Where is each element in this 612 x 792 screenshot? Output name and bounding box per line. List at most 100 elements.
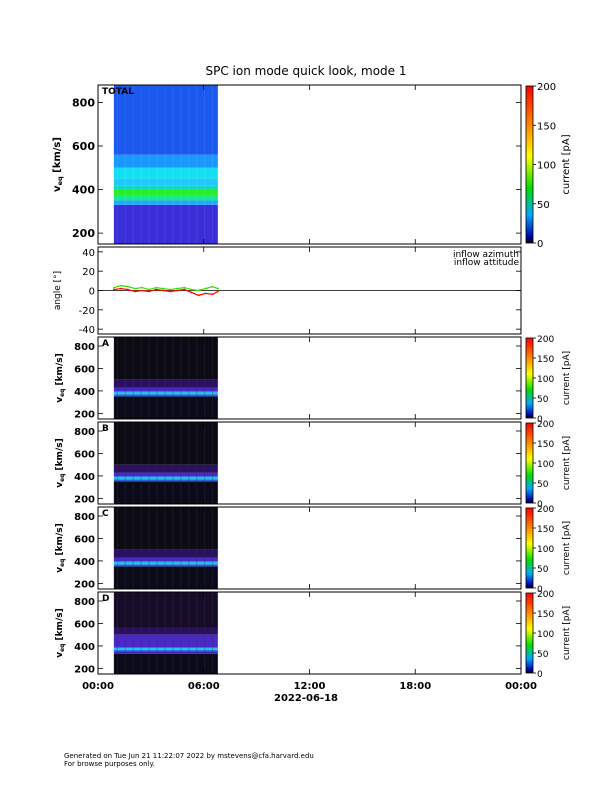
y-tick-label: 800 [74, 342, 95, 353]
series-point [162, 287, 165, 290]
heatmap-band [113, 564, 218, 567]
panel-label: C [102, 509, 109, 519]
colorbar-tick-label: 150 [537, 355, 554, 365]
heatmap-band [113, 422, 218, 465]
heatmap-band [113, 396, 218, 419]
legend-entry: inflow attitude [454, 258, 520, 268]
y-axis-label: veq [km/s] [55, 608, 66, 657]
footer: Generated on Tue Jun 21 11:22:07 2022 by… [64, 752, 314, 768]
y-label-group: veq [km/s] [52, 137, 64, 192]
heatmap-band [113, 154, 218, 168]
y-tick-label: -40 [79, 325, 95, 336]
series-point [155, 286, 158, 289]
heatmap-band [113, 507, 218, 550]
series-point [134, 290, 136, 293]
y-tick-label: 600 [74, 534, 95, 545]
series-point [204, 287, 207, 290]
series-point [141, 289, 143, 292]
panel-a: 200 400 600 800 A 0 50 100 150 200 current [pA] [74, 335, 572, 425]
series-point [169, 290, 172, 293]
heatmap-band [113, 549, 218, 558]
colorbar-tick-label: 100 [537, 375, 554, 385]
y-label-group: angle [°] [53, 271, 63, 310]
heatmap-band [113, 479, 218, 482]
footer-generated-line: Generated on Tue Jun 21 11:22:07 2022 by… [64, 752, 314, 760]
heatmap-band [113, 557, 218, 562]
y-tick-label: 800 [74, 597, 95, 608]
heatmap-band [113, 627, 218, 635]
heatmap-band [113, 653, 218, 674]
colorbar-tick-label: 50 [537, 650, 549, 660]
legend-entry: inflow azimuth [453, 250, 519, 260]
panel-c: 200 400 600 800 C 0 50 100 150 200 current [pA] [74, 505, 572, 595]
panel-total: 200 400 600 800 TOTAL 0 50 100 150 200 current [pA… [72, 82, 572, 250]
y-tick-label: -20 [79, 306, 95, 317]
y-tick-label: 800 [72, 96, 95, 109]
heatmap-band [113, 189, 218, 195]
series-point [197, 294, 200, 297]
y-axis-label: veq [km/s] [52, 137, 64, 192]
panel-d: 200 400 600 800 D 0 50 100 150 200 current [pA] [74, 590, 572, 680]
colorbar-tick-label: 0 [537, 585, 543, 595]
y-label-group: veq [km/s] [55, 353, 66, 402]
colorbar-label: current [pA] [562, 521, 572, 575]
heatmap-band [113, 337, 218, 380]
colorbar: 0 50 100 150 200 current [pA] [525, 335, 572, 425]
colorbar-tick-label: 150 [537, 525, 554, 535]
heatmap-band [113, 379, 218, 388]
heatmap-band [113, 566, 218, 589]
heatmap-band [113, 391, 218, 395]
y-tick-label: 400 [74, 387, 95, 398]
colorbar-ramp [525, 507, 534, 589]
heatmap-band [113, 185, 218, 190]
y-tick-label: 400 [74, 472, 95, 483]
y-axis-label: veq [km/s] [55, 353, 66, 402]
x-axis-labels: 00:00 06:00 12:00 18:00 00:00 2022-06-18 [82, 681, 537, 704]
series-point [148, 288, 151, 291]
y-tick-label: 400 [72, 184, 95, 197]
heatmap-band [113, 387, 218, 392]
y-tick-label: 40 [82, 248, 95, 259]
heatmap-band [113, 194, 218, 201]
colorbar-label: current [pA] [561, 134, 572, 194]
colorbar-ramp [525, 337, 534, 419]
panel-label: TOTAL [102, 87, 134, 97]
series-point [183, 286, 186, 289]
series-point [127, 285, 129, 288]
colorbar-label: current [pA] [562, 351, 572, 405]
colorbar: 0 50 100 150 200 current [pA] [525, 420, 572, 510]
series-point [190, 291, 193, 294]
series-point [176, 289, 179, 292]
y-tick-label: 200 [74, 409, 95, 420]
colorbar-tick-label: 100 [537, 545, 554, 555]
colorbar-tick-label: 100 [537, 630, 554, 640]
heatmap-band [113, 649, 218, 652]
colorbar-tick-label: 200 [537, 82, 556, 93]
y-tick-label: 600 [72, 140, 95, 153]
heatmap-band [113, 204, 218, 244]
colorbar-tick-label: 200 [537, 590, 554, 600]
colorbar-tick-label: 0 [537, 415, 543, 425]
series-point [169, 288, 172, 291]
y-axis-label: angle [°] [53, 271, 63, 310]
heatmap-band [113, 178, 218, 186]
series-point [120, 284, 122, 287]
panel-label: D [102, 594, 109, 604]
series-point [183, 288, 186, 291]
series-point [162, 289, 165, 292]
y-label-group: veq [km/s] [55, 523, 66, 572]
y-axis-label: veq [km/s] [55, 523, 66, 572]
colorbar-tick-label: 200 [537, 505, 554, 515]
series-point [112, 288, 115, 291]
colorbar-ramp [525, 85, 534, 244]
y-tick-label: 200 [72, 227, 95, 240]
heatmap-band [113, 561, 218, 565]
y-label-group: veq [km/s] [55, 438, 66, 487]
series-point [148, 290, 151, 293]
series-point [155, 288, 158, 291]
colorbar: 0 50 100 150 200 current [pA] [525, 505, 572, 595]
heatmap-band [113, 200, 218, 205]
colorbar-tick-label: 200 [537, 420, 554, 430]
panel-label: B [102, 424, 109, 434]
